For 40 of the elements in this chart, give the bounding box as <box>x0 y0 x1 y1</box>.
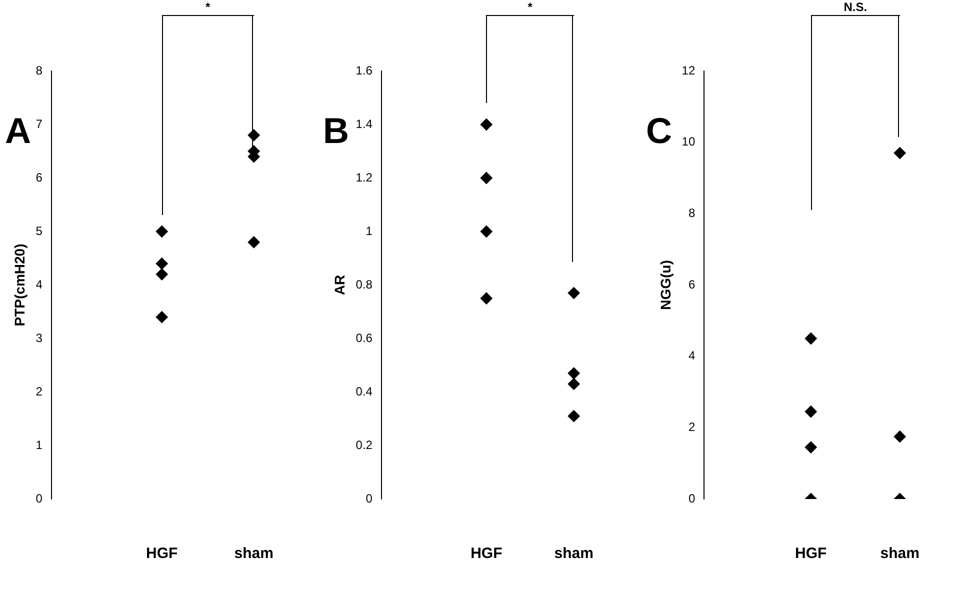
y-tick-label: 1 <box>366 224 373 238</box>
text: N.S. <box>844 0 868 14</box>
y-tick-label: 1.2 <box>356 170 373 184</box>
x-tick-label: sham <box>234 545 274 562</box>
y-tick-label: 5 <box>36 224 43 238</box>
y-tick-label: 8 <box>688 206 696 220</box>
y-tick-label: 6 <box>36 170 43 184</box>
y-tick-label: 12 <box>682 63 696 78</box>
y-tick-label: 4 <box>36 277 43 292</box>
y-tick-label: 0.6 <box>356 330 373 345</box>
x-tick-label: sham <box>554 545 594 562</box>
y-tick-label: 1.6 <box>356 63 373 78</box>
y-tick-label: 7 <box>36 116 43 131</box>
y-tick-label: 1 <box>36 438 43 452</box>
text: B <box>323 110 349 151</box>
y-tick-label: 0 <box>36 491 43 506</box>
x-tick-label: sham <box>880 545 920 562</box>
text: A <box>5 110 31 151</box>
y-tick-label: 8 <box>36 63 43 78</box>
text: * <box>206 0 210 14</box>
y-tick-label: 0.4 <box>356 384 373 398</box>
y-axis-title: AR <box>331 274 348 296</box>
y-tick-label: 0.2 <box>356 438 373 452</box>
y-tick-label: 6 <box>688 277 696 292</box>
y-axis-title: NGG(u) <box>657 260 674 310</box>
x-tick-label: HGF <box>795 545 827 562</box>
y-tick-label: 1.4 <box>356 116 373 131</box>
y-tick-label: 0.8 <box>356 277 373 292</box>
y-tick-label: 0 <box>688 491 696 506</box>
y-tick-label: 4 <box>688 348 696 363</box>
y-tick-label: 0 <box>366 491 373 506</box>
text: C <box>646 110 672 151</box>
y-axis-title: PTP(cmH20) <box>11 244 28 326</box>
y-tick-label: 10 <box>682 134 696 149</box>
x-tick-label: HGF <box>146 545 178 562</box>
text: * <box>528 0 532 14</box>
x-tick-label: HGF <box>470 545 502 562</box>
y-tick-label: 2 <box>688 420 696 434</box>
y-tick-label: 3 <box>36 330 43 345</box>
y-tick-label: 2 <box>36 384 43 398</box>
